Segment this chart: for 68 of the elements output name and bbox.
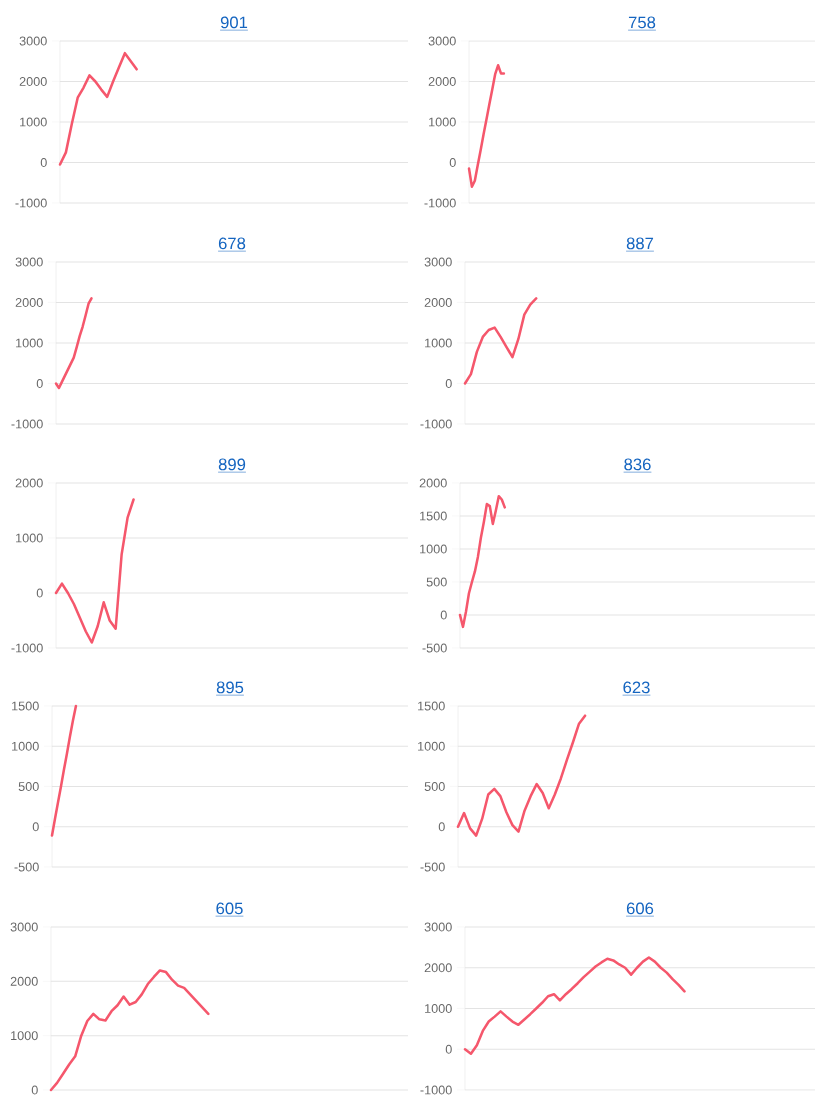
- chart-title: 605: [216, 902, 243, 915]
- y-tick-label: 500: [424, 782, 445, 791]
- line-series: [50, 704, 78, 837]
- y-tick-label: 0: [36, 588, 43, 598]
- y-tick-label: 1000: [420, 544, 447, 554]
- y-tick-label: 2000: [15, 478, 43, 488]
- y-tick-label: 3000: [428, 36, 456, 46]
- line-series: [458, 494, 507, 629]
- y-tick-label: 2000: [419, 478, 447, 488]
- chart-title: 758: [628, 16, 656, 29]
- chart-title: 836: [624, 458, 651, 471]
- y-tick-label: -1000: [15, 198, 47, 208]
- line-series: [463, 297, 538, 385]
- line-series: [49, 969, 210, 1092]
- y-tick-label: 0: [445, 379, 452, 388]
- y-tick-label: -1000: [420, 419, 452, 429]
- y-tick-label: 1000: [11, 1031, 38, 1041]
- y-tick-label: 2000: [19, 77, 47, 86]
- chart-title: 623: [623, 681, 650, 694]
- y-tick-label: 0: [36, 379, 43, 388]
- y-tick-label: 3000: [15, 257, 43, 267]
- y-tick-label: 0: [31, 1085, 38, 1095]
- y-tick-label: 1000: [16, 533, 43, 543]
- y-tick-label: 1000: [12, 741, 39, 751]
- y-tick-label: 3000: [10, 922, 38, 932]
- y-tick-label: -1000: [420, 1085, 452, 1095]
- chart-title: 606: [626, 902, 654, 915]
- line-series: [58, 51, 138, 166]
- chart-title: 678: [218, 237, 246, 250]
- y-tick-label: -500: [14, 862, 39, 872]
- y-tick-label: -1000: [11, 643, 43, 653]
- y-tick-label: 1000: [20, 117, 47, 127]
- line-series: [54, 498, 135, 644]
- y-tick-label: 1000: [418, 741, 445, 751]
- y-tick-label: -500: [422, 643, 447, 653]
- y-tick-label: 1000: [429, 117, 456, 127]
- y-tick-label: 2000: [15, 298, 43, 307]
- chart-title: 895: [216, 681, 244, 694]
- y-tick-label: 500: [426, 577, 447, 587]
- y-tick-label: 500: [18, 782, 39, 791]
- y-tick-label: 0: [445, 1044, 452, 1054]
- y-tick-label: 3000: [19, 36, 47, 46]
- y-tick-label: 0: [40, 158, 47, 167]
- y-tick-label: -500: [420, 862, 445, 872]
- chart-title: 899: [218, 458, 246, 471]
- y-tick-label: -1000: [11, 419, 43, 429]
- y-tick-label: -1000: [424, 198, 456, 208]
- y-tick-label: 2000: [424, 298, 452, 307]
- y-tick-label: 3000: [424, 257, 452, 267]
- line-series: [467, 64, 506, 189]
- line-series: [463, 956, 686, 1055]
- y-tick-label: 2000: [424, 963, 452, 973]
- y-tick-label: 2000: [10, 976, 38, 986]
- y-tick-label: 1500: [12, 701, 39, 711]
- y-tick-label: 0: [438, 822, 445, 832]
- y-tick-label: 1000: [425, 338, 452, 348]
- y-tick-label: 0: [32, 822, 39, 832]
- y-tick-label: 1500: [418, 701, 445, 711]
- y-tick-label: 0: [440, 610, 447, 620]
- y-tick-label: 3000: [424, 922, 452, 932]
- chart-title: 887: [626, 237, 654, 250]
- y-tick-label: 2000: [428, 77, 456, 86]
- y-tick-label: 1000: [425, 1004, 452, 1013]
- y-tick-label: 0: [449, 158, 456, 167]
- y-tick-label: 1500: [420, 511, 447, 521]
- chart-title: 901: [220, 16, 248, 29]
- y-tick-label: 1000: [16, 338, 43, 348]
- line-series: [456, 714, 587, 837]
